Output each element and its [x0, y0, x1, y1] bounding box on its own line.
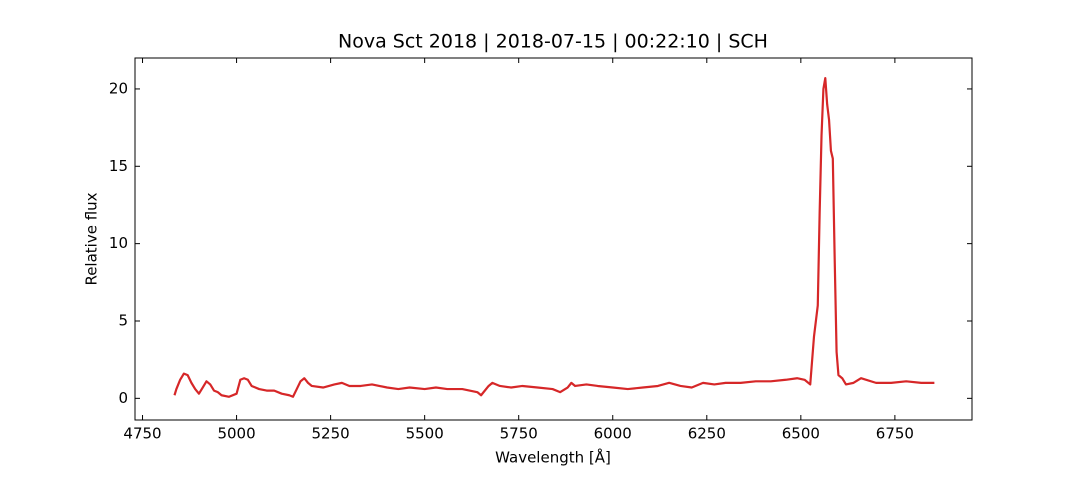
chart-title: Nova Sct 2018 | 2018-07-15 | 00:22:10 | …: [338, 31, 768, 53]
x-tick-label: 6000: [594, 425, 632, 443]
x-tick-label: 6750: [876, 425, 914, 443]
y-tick-label: 20: [109, 79, 128, 97]
x-tick-label: 5250: [312, 425, 350, 443]
y-tick-label: 15: [109, 157, 128, 175]
spectrum-line: [173, 77, 935, 398]
x-tick-label: 5000: [217, 425, 255, 443]
x-tick-label: 4750: [123, 425, 161, 443]
x-tick-label: 6500: [782, 425, 820, 443]
y-tick-label: 5: [118, 311, 128, 329]
y-axis-label: Relative flux: [83, 192, 101, 285]
x-tick-label: 5500: [406, 425, 444, 443]
y-tick-label: 0: [118, 389, 128, 407]
plot-frame: [134, 57, 973, 421]
x-tick-label: 5750: [500, 425, 538, 443]
y-tick-label: 10: [109, 234, 128, 252]
x-axis-label: Wavelength [Å]: [495, 448, 611, 467]
x-tick-label: 6250: [688, 425, 726, 443]
